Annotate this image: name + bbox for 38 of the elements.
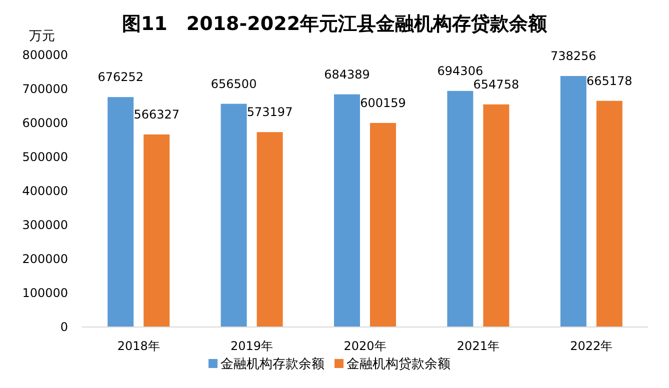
legend-label: 金融机构贷款余额	[346, 357, 450, 372]
bar	[447, 90, 474, 327]
legend-label: 金融机构存款余额	[220, 357, 324, 372]
bar	[370, 122, 396, 327]
x-tick-label: 2020年	[344, 339, 386, 353]
y-tick-label: 500000	[22, 150, 68, 164]
chart-title: 图11 2018-2022年元江县金融机构存贷款余额	[122, 13, 548, 35]
data-label: 738256	[550, 48, 596, 63]
data-label: 665178	[586, 74, 632, 88]
bar	[144, 134, 170, 327]
bar	[560, 76, 586, 327]
data-label: 654758	[473, 77, 520, 92]
x-tick-label: 2022年	[570, 339, 613, 353]
y-tick-label: 600000	[22, 116, 68, 130]
y-tick-label: 0	[60, 320, 68, 334]
x-tick-label: 2018年	[117, 339, 160, 353]
bar	[483, 104, 510, 327]
data-label: 573197	[246, 105, 293, 120]
bar	[108, 97, 134, 327]
y-tick-label: 400000	[22, 184, 68, 198]
data-label: 676252	[98, 70, 144, 84]
data-label: 656500	[210, 76, 257, 91]
bar	[334, 94, 360, 327]
y-tick-label: 100000	[22, 286, 68, 300]
x-tick-label: 2021年	[456, 339, 500, 353]
y-tick-label: 200000	[22, 252, 68, 266]
y-tick-label: 300000	[22, 218, 68, 232]
data-label: 566327	[134, 107, 180, 122]
data-label: 684389	[324, 67, 370, 82]
bar	[596, 100, 622, 327]
y-axis-title: 万元	[29, 29, 55, 44]
x-tick-label: 2019年	[230, 339, 274, 353]
bar	[220, 104, 247, 327]
data-label: 694306	[437, 64, 484, 78]
y-tick-label: 800000	[22, 48, 68, 62]
data-label: 600159	[360, 96, 406, 110]
bar	[256, 132, 283, 327]
y-tick-label: 700000	[22, 82, 68, 96]
